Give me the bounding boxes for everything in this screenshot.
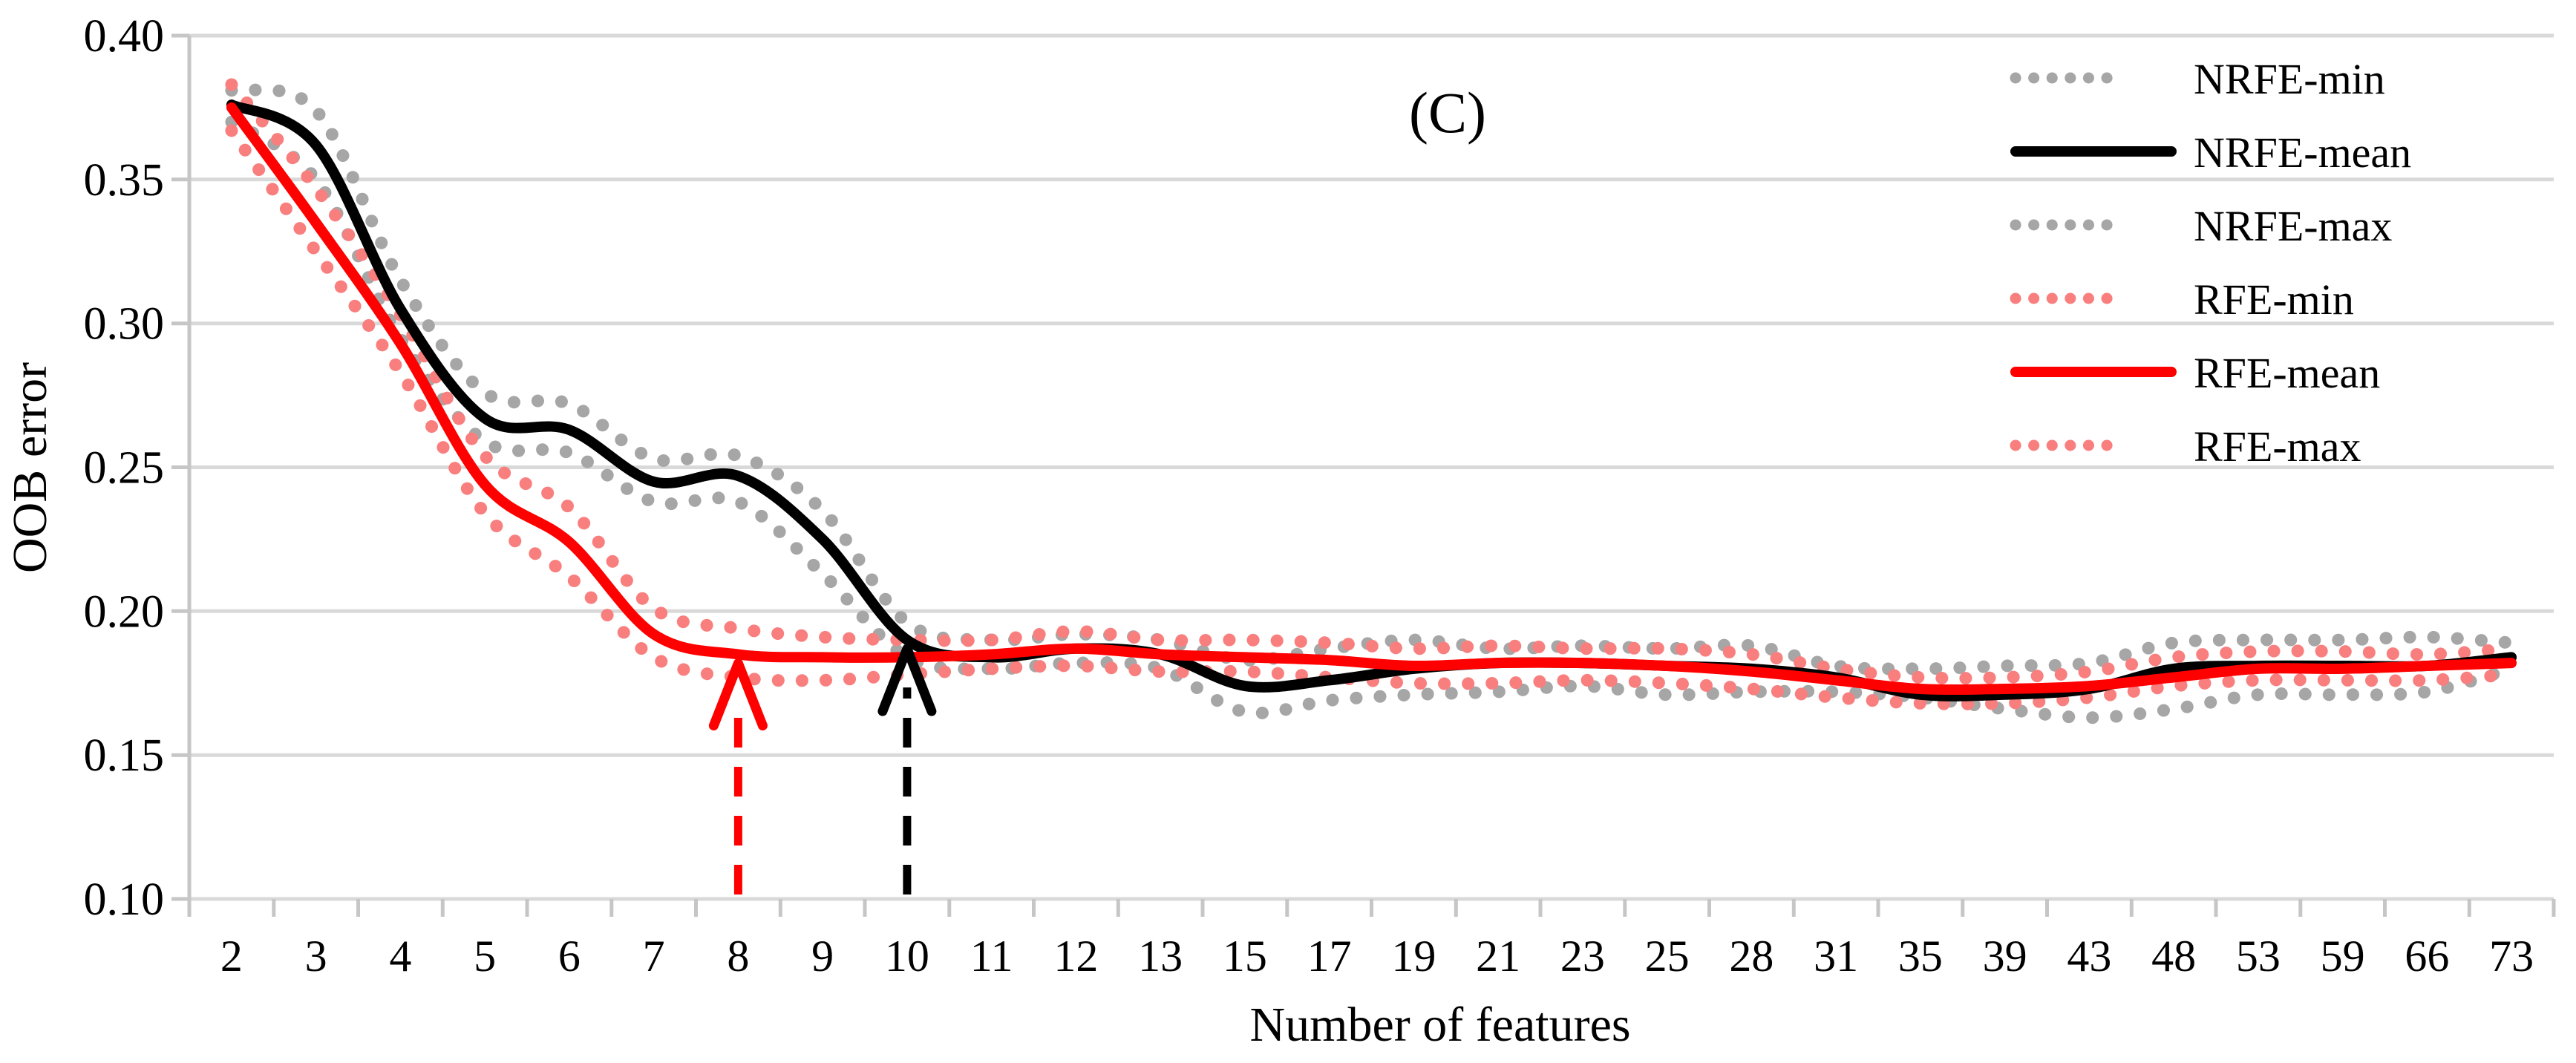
x-tick-label: 48 [2151, 932, 2196, 981]
x-tick-label: 28 [1729, 932, 1774, 981]
legend-label-RFE-max: RFE-max [2194, 422, 2361, 471]
y-tick-label: 0.35 [84, 155, 165, 206]
legend-label-RFE-min: RFE-min [2194, 275, 2354, 324]
y-axis-title: OOB error [3, 362, 57, 573]
x-tick-label: 66 [2405, 932, 2449, 981]
series-NRFE-max [225, 83, 2518, 676]
y-tick-label: 0.25 [84, 443, 165, 494]
x-tick-label: 59 [2321, 932, 2365, 981]
y-tick-label: 0.10 [84, 874, 165, 925]
x-tick-label: 73 [2489, 932, 2534, 981]
x-tick-label: 8 [727, 932, 749, 981]
series-RFE-mean [226, 102, 2517, 696]
x-tick-label: 43 [2067, 932, 2111, 981]
chart-plot-area: 0.400.350.300.250.200.150.102 3 4 5 6 7 8 9 10 11… [84, 11, 2556, 981]
arrow-head-x8 [708, 658, 768, 730]
y-tick-label: 0.15 [84, 730, 165, 781]
x-tick-label: 12 [1053, 932, 1098, 981]
x-tick-label: 7 [643, 932, 665, 981]
x-tick-label: 15 [1223, 932, 1267, 981]
x-tick-label: 2 [220, 932, 243, 981]
arrow-head-x10 [877, 644, 937, 716]
x-tick-label: 10 [885, 932, 929, 981]
panel-label: (C) [1409, 80, 1486, 145]
legend-label-NRFE-min: NRFE-min [2194, 55, 2385, 103]
x-tick-label: 25 [1645, 932, 1690, 981]
x-tick-label: 53 [2236, 932, 2281, 981]
x-tick-label: 23 [1560, 932, 1605, 981]
x-tick-label: 31 [1814, 932, 1858, 981]
x-tick-label: 9 [811, 932, 834, 981]
y-tick-label: 0.30 [84, 299, 165, 350]
x-tick-label: 3 [305, 932, 327, 981]
series-RFE-min [225, 124, 2518, 710]
x-tick-label: 19 [1391, 932, 1436, 981]
y-tick-label: 0.20 [84, 586, 165, 637]
x-tick-label: 13 [1138, 932, 1183, 981]
x-axis-title: Number of features [1249, 998, 1630, 1052]
series-NRFE-mean [226, 99, 2517, 701]
legend-label-NRFE-mean: NRFE-mean [2194, 128, 2411, 177]
x-tick-label: 11 [970, 932, 1013, 981]
y-tick-label: 0.40 [84, 11, 165, 62]
x-tick-label: 35 [1898, 932, 1943, 981]
x-tick-label: 39 [1983, 932, 2027, 981]
x-tick-label: 5 [474, 932, 496, 981]
series-RFE-max [225, 78, 2518, 685]
x-tick-label: 17 [1307, 932, 1352, 981]
legend-label-RFE-mean: RFE-mean [2194, 349, 2380, 397]
series-NRFE-min [225, 115, 2518, 725]
legend-label-NRFE-max: NRFE-max [2194, 202, 2392, 250]
x-tick-label: 21 [1476, 932, 1520, 981]
x-tick-label: 4 [389, 932, 411, 981]
x-tick-label: 6 [558, 932, 581, 981]
